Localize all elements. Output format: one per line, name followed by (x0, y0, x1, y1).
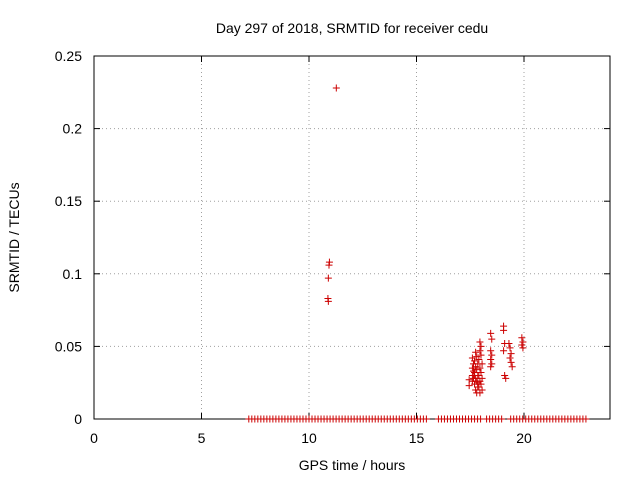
data-point (487, 363, 495, 371)
y-axis-label: SRMTID / TECUs (6, 182, 22, 292)
data-point (488, 360, 496, 368)
axis-ticks: 0 5 10 15 20 0 0.05 0.1 0.15 0.2 0.25 (55, 48, 610, 446)
data-point (506, 354, 514, 362)
data-point (473, 353, 481, 361)
y-tick-label: 0.25 (55, 48, 82, 64)
data-point (476, 347, 484, 355)
data-point (488, 335, 496, 343)
data-point (507, 350, 515, 358)
data-point (332, 84, 340, 92)
data-point (474, 379, 482, 387)
data-point (501, 371, 509, 379)
data-point (487, 329, 495, 337)
data-markers (245, 84, 590, 423)
data-point (506, 344, 514, 352)
data-point (508, 363, 516, 371)
grid-lines (94, 56, 610, 419)
data-point (487, 347, 495, 355)
data-point (468, 364, 476, 372)
data-point (502, 374, 510, 382)
data-point (422, 415, 430, 423)
data-point (476, 338, 484, 346)
data-point (469, 360, 477, 368)
data-point (469, 374, 477, 382)
data-point (498, 415, 506, 423)
plot-frame (93, 55, 611, 420)
data-point (476, 364, 484, 372)
data-point (325, 261, 333, 269)
x-tick-label: 10 (301, 430, 317, 446)
y-tick-label: 0.2 (63, 121, 83, 137)
data-point (477, 342, 485, 350)
data-point (500, 347, 508, 355)
data-point (472, 386, 480, 394)
data-point (465, 382, 473, 390)
data-point (468, 354, 476, 362)
data-point (505, 339, 513, 347)
x-axis-label: GPS time / hours (299, 457, 406, 473)
y-tick-label: 0.15 (55, 193, 82, 209)
y-tick-label: 0.05 (55, 338, 82, 354)
data-point (469, 367, 477, 375)
data-point (500, 326, 508, 334)
data-point (477, 415, 485, 423)
chart-title: Day 297 of 2018, SRMTID for receiver ced… (216, 20, 488, 36)
data-point (324, 274, 332, 282)
x-tick-label: 0 (90, 430, 98, 446)
x-tick-label: 5 (198, 430, 206, 446)
y-tick-label: 0 (74, 411, 82, 427)
data-point (487, 355, 495, 363)
data-point (518, 341, 526, 349)
data-point (582, 415, 590, 423)
data-point (472, 348, 480, 356)
data-point (473, 389, 481, 397)
y-tick-label: 0.1 (63, 266, 83, 282)
x-tick-label: 15 (409, 430, 425, 446)
data-point (477, 351, 485, 359)
data-point (488, 351, 496, 359)
data-point (468, 377, 476, 385)
x-tick-label: 20 (516, 430, 532, 446)
data-point (507, 358, 515, 366)
data-point (518, 334, 526, 342)
data-point (324, 297, 332, 305)
data-point (519, 344, 527, 352)
